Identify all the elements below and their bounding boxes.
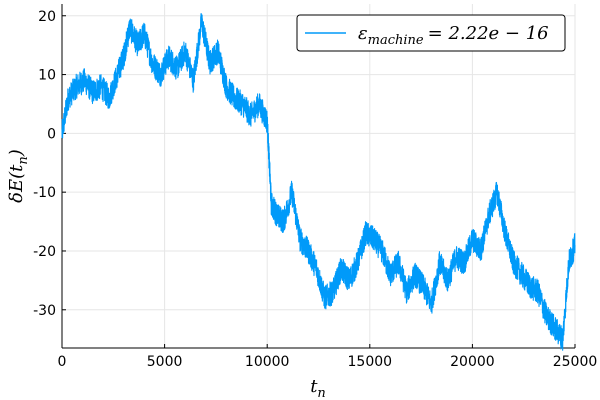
x-tick-label: 25000	[553, 354, 598, 370]
x-tick-label: 0	[58, 354, 67, 370]
y-tick-label: 0	[47, 126, 56, 142]
y-tick-label: 10	[38, 68, 56, 84]
legend: εmachine = 2.22e − 16	[296, 14, 566, 52]
series-line	[61, 13, 576, 351]
x-axis-label: tn	[310, 376, 326, 400]
series-layer	[61, 13, 576, 351]
x-tick-label: 5000	[147, 354, 183, 370]
tick-labels: 0 5000 10000 15000 20000 25000 -30 -20 -10 0 10 20	[33, 9, 597, 370]
x-tick-label: 15000	[348, 354, 393, 370]
y-tick-label: -20	[33, 244, 56, 260]
x-tick-label: 10000	[245, 354, 290, 370]
x-tick-label: 20000	[450, 354, 495, 370]
axes	[61, 4, 576, 349]
grid	[61, 4, 576, 348]
y-tick-label: -30	[33, 303, 56, 319]
y-tick-label: 20	[38, 9, 56, 25]
y-axis-label: δE(tn)	[6, 149, 31, 203]
legend-box	[296, 14, 566, 52]
y-tick-label: -10	[33, 185, 56, 201]
legend-label: εmachine = 2.22e − 16	[358, 23, 549, 48]
